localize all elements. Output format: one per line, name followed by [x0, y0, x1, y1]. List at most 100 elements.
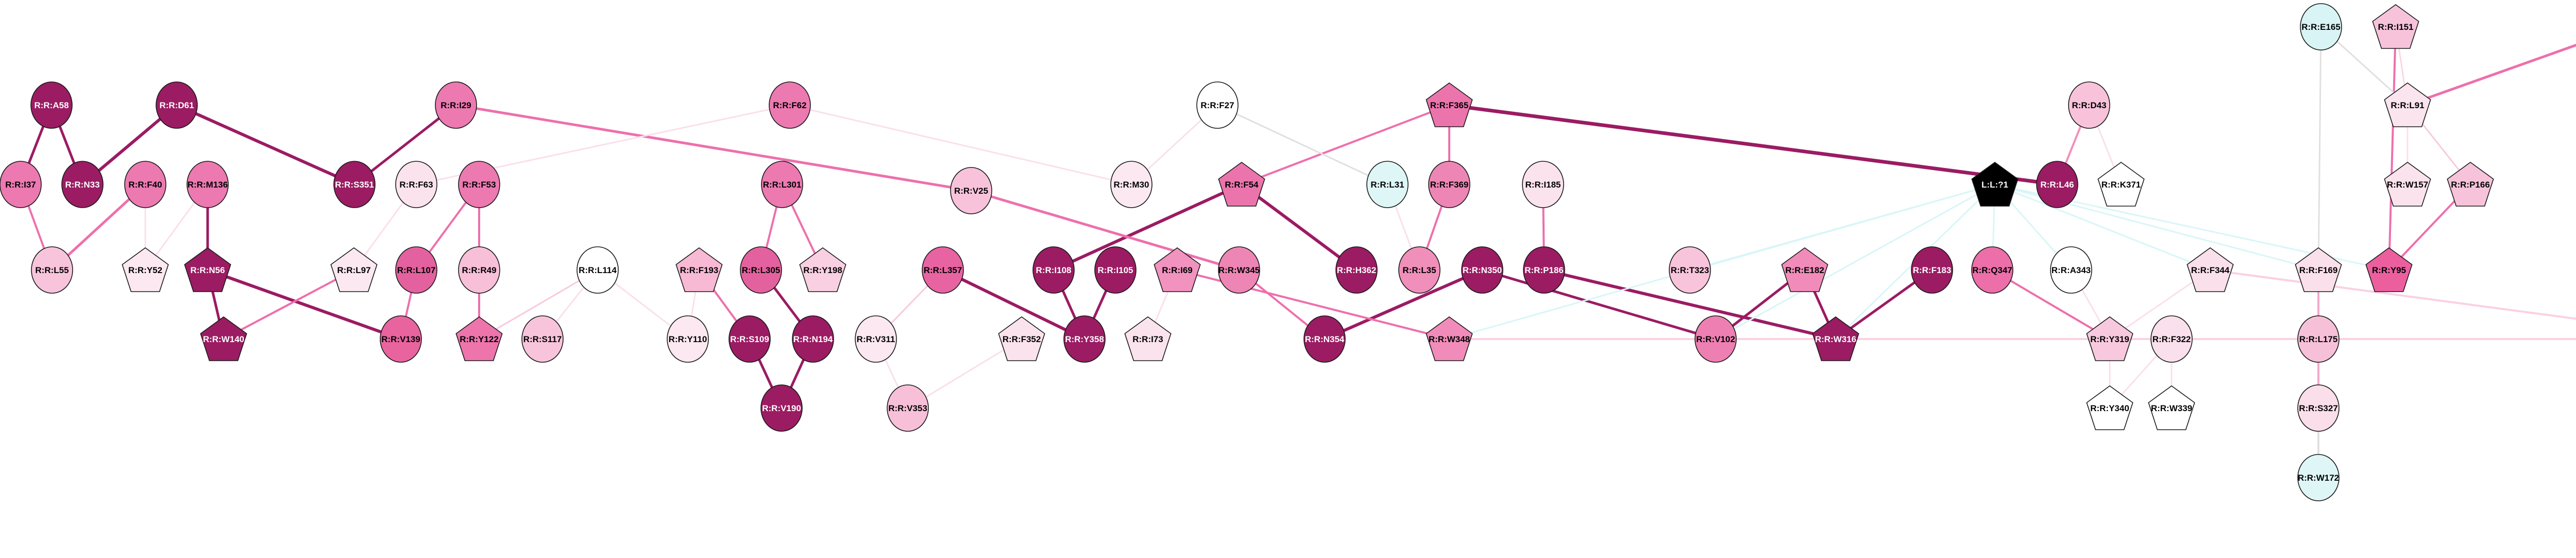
graph-node-R:R:N354[interactable]: R:R:N354: [1303, 315, 1346, 363]
graph-node-R:R:S117[interactable]: R:R:S117: [521, 315, 564, 363]
graph-node-R:R:S351[interactable]: R:R:S351: [333, 161, 376, 208]
graph-node-R:R:L305[interactable]: R:R:L305: [740, 246, 782, 294]
graph-node-R:R:F63[interactable]: R:R:F63: [395, 161, 437, 208]
circle-node-icon: [1522, 161, 1564, 208]
graph-node-R:R:L46[interactable]: R:R:L46: [2036, 161, 2078, 208]
circle-node-icon: [1094, 246, 1137, 294]
graph-node-R:R:F54[interactable]: R:R:F54: [1218, 162, 1265, 207]
graph-node-R:R:I185[interactable]: R:R:I185: [1522, 161, 1564, 208]
graph-node-R:R:F53[interactable]: R:R:F53: [458, 161, 500, 208]
graph-node-R:R:L301[interactable]: R:R:L301: [761, 161, 803, 208]
graph-node-R:R:P186[interactable]: R:R:P186: [1523, 246, 1565, 294]
circle-node-icon: [1110, 161, 1153, 208]
graph-node-R:R:F322[interactable]: R:R:F322: [2150, 315, 2193, 363]
graph-node-R:R:W339[interactable]: R:R:W339: [2148, 385, 2195, 430]
graph-node-R:R:Y198[interactable]: R:R:Y198: [799, 247, 846, 292]
circle-node-icon: [2297, 454, 2340, 501]
graph-node-R:R:V25[interactable]: R:R:V25: [950, 167, 992, 214]
graph-node-R:R:Q347[interactable]: R:R:Q347: [1971, 246, 2013, 294]
graph-node-R:R:I37[interactable]: R:R:I37: [0, 161, 42, 208]
circle-node-icon: [667, 315, 709, 363]
graph-node-R:R:N194[interactable]: R:R:N194: [792, 315, 834, 363]
graph-node-R:R:S109[interactable]: R:R:S109: [728, 315, 771, 363]
graph-node-R:R:W345[interactable]: R:R:W345: [1218, 246, 1260, 294]
graph-node-R:R:L357[interactable]: R:R:L357: [922, 246, 964, 294]
graph-node-R:R:T323[interactable]: R:R:T323: [1669, 246, 1711, 294]
graph-node-R:R:F365[interactable]: R:R:F365: [1426, 82, 1473, 127]
graph-node-R:R:Y52[interactable]: R:R:Y52: [122, 247, 169, 292]
graph-node-R:R:F169[interactable]: R:R:F169: [2295, 247, 2342, 292]
circle-node-icon: [1218, 246, 1260, 294]
graph-node-R:R:H362[interactable]: R:R:H362: [1335, 246, 1378, 294]
graph-node-R:R:V102[interactable]: R:R:V102: [1694, 315, 1737, 363]
graph-node-R:R:M30[interactable]: R:R:M30: [1110, 161, 1153, 208]
graph-node-R:R:A343[interactable]: R:R:A343: [2050, 246, 2092, 294]
circle-node-icon: [31, 246, 73, 294]
graph-node-R:R:L107[interactable]: R:R:L107: [395, 246, 437, 294]
circle-node-icon: [521, 315, 564, 363]
graph-node-R:R:E165[interactable]: R:R:E165: [2300, 3, 2342, 50]
graph-node-R:R:N33[interactable]: R:R:N33: [61, 161, 104, 208]
graph-node-R:R:A58[interactable]: R:R:A58: [30, 81, 73, 129]
pentagon-node-icon: [675, 247, 723, 292]
graph-node-R:R:V353[interactable]: R:R:V353: [887, 384, 929, 432]
pentagon-node-icon: [2384, 82, 2431, 127]
graph-node-R:R:Y358[interactable]: R:R:Y358: [1063, 315, 1106, 363]
graph-node-R:R:Y340[interactable]: R:R:Y340: [2086, 385, 2133, 430]
graph-node-R:R:Y319[interactable]: R:R:Y319: [2086, 316, 2133, 361]
graph-node-R:R:L114[interactable]: R:R:L114: [577, 246, 619, 294]
graph-node-R:R:P166[interactable]: R:R:P166: [2447, 162, 2494, 207]
graph-node-R:R:Y122[interactable]: R:R:Y122: [455, 316, 503, 361]
circle-node-icon: [792, 315, 834, 363]
graph-node-R:R:F344[interactable]: R:R:F344: [2187, 247, 2234, 292]
graph-node-R:R:F183[interactable]: R:R:F183: [1911, 246, 1953, 294]
circle-node-icon: [1694, 315, 1737, 363]
graph-node-R:R:F193[interactable]: R:R:F193: [675, 247, 723, 292]
graph-node-R:R:I73[interactable]: R:R:I73: [1124, 316, 1172, 361]
graph-node-R:R:I105[interactable]: R:R:I105: [1094, 246, 1137, 294]
graph-node-R:R:D61[interactable]: R:R:D61: [156, 81, 198, 129]
pentagon-node-icon: [1218, 162, 1265, 207]
graph-node-R:R:I108[interactable]: R:R:I108: [1032, 246, 1075, 294]
graph-node-R:R:D43[interactable]: R:R:D43: [2068, 81, 2110, 129]
circle-node-icon: [1428, 161, 1470, 208]
graph-node-R:R:F352[interactable]: R:R:F352: [998, 316, 1045, 361]
graph-node-R:R:W172[interactable]: R:R:W172: [2297, 454, 2340, 501]
pentagon-node-icon: [1426, 316, 1473, 361]
graph-node-R:R:E182[interactable]: R:R:E182: [1781, 247, 1828, 292]
graph-node-R:R:V311[interactable]: R:R:V311: [855, 315, 897, 363]
graph-node-R:R:R49[interactable]: R:R:R49: [458, 246, 500, 294]
graph-node-R:R:L97[interactable]: R:R:L97: [330, 247, 378, 292]
graph-node-R:R:N350[interactable]: R:R:N350: [1461, 246, 1503, 294]
graph-node-R:R:N56[interactable]: R:R:N56: [184, 247, 231, 292]
graph-node-R:R:M136[interactable]: R:R:M136: [187, 161, 229, 208]
graph-node-R:R:L35[interactable]: R:R:L35: [1398, 246, 1440, 294]
circle-node-icon: [769, 81, 811, 129]
graph-node-R:R:I29[interactable]: R:R:I29: [435, 81, 477, 129]
pentagon-node-icon: [2097, 162, 2145, 207]
graph-node-R:R:F40[interactable]: R:R:F40: [124, 161, 166, 208]
pentagon-node-icon: [1812, 316, 1859, 361]
graph-node-R:R:I69[interactable]: R:R:I69: [1154, 247, 1201, 292]
circle-node-icon: [1335, 246, 1378, 294]
graph-node-R:R:F62[interactable]: R:R:F62: [769, 81, 811, 129]
graph-node-R:R:W348[interactable]: R:R:W348: [1426, 316, 1473, 361]
edge-L:L:?1--R:R:W348: [1448, 183, 1996, 340]
circle-node-icon: [1032, 246, 1075, 294]
graph-node-R:R:F369[interactable]: R:R:F369: [1428, 161, 1470, 208]
pentagon-node-icon: [1154, 247, 1201, 292]
graph-node-R:R:V139[interactable]: R:R:V139: [380, 315, 422, 363]
graph-node-R:R:S327[interactable]: R:R:S327: [2297, 384, 2340, 432]
graph-node-R:R:F27[interactable]: R:R:F27: [1196, 81, 1239, 129]
graph-node-R:R:L31[interactable]: R:R:L31: [1366, 161, 1409, 208]
graph-node-L:L:?1[interactable]: L:L:?1: [1971, 162, 2019, 207]
graph-node-R:R:L55[interactable]: R:R:L55: [31, 246, 73, 294]
graph-node-R:R:L175[interactable]: R:R:L175: [2297, 315, 2340, 363]
pentagon-node-icon: [200, 316, 247, 361]
graph-node-R:R:W140[interactable]: R:R:W140: [200, 316, 247, 361]
graph-node-R:R:V190[interactable]: R:R:V190: [760, 384, 803, 432]
graph-node-R:R:Y110[interactable]: R:R:Y110: [667, 315, 709, 363]
graph-node-R:R:I151[interactable]: R:R:I151: [2372, 4, 2419, 49]
graph-node-R:R:K371[interactable]: R:R:K371: [2097, 162, 2145, 207]
